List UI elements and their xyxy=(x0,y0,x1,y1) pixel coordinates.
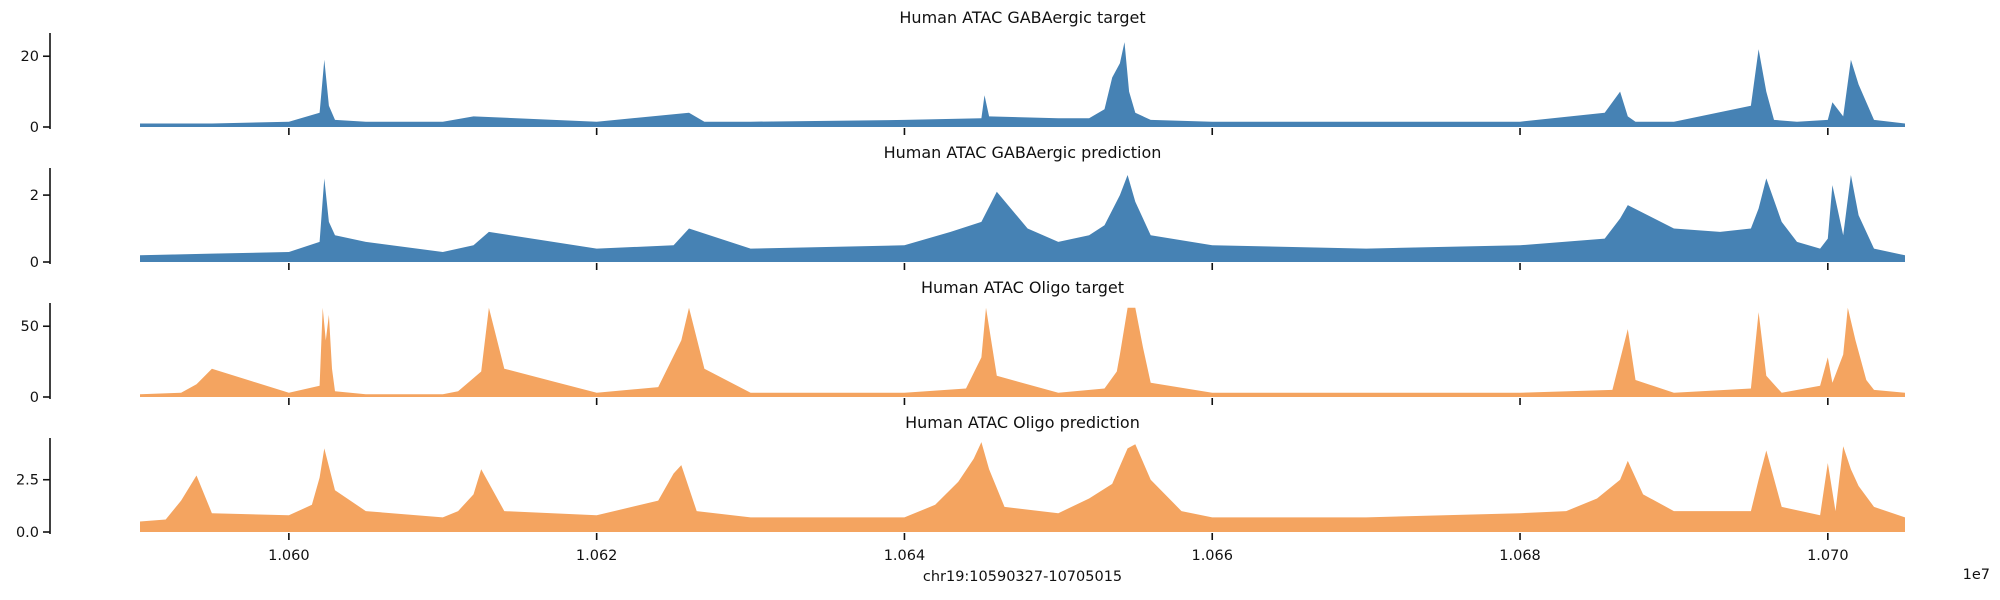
y-tick-label: 50 xyxy=(21,319,39,335)
track-panel-3: Human ATAC Oligo target 0 50 xyxy=(21,278,1905,406)
y-tick-label: 2.5 xyxy=(16,473,39,489)
y-tick-label: 0 xyxy=(30,255,39,271)
y-tick-label: 20 xyxy=(21,49,39,65)
track-title: Human ATAC Oligo prediction xyxy=(905,413,1140,432)
x-tick-label: 1.060 xyxy=(268,548,310,564)
track-title: Human ATAC GABAergic prediction xyxy=(884,143,1162,162)
track-area xyxy=(140,42,1905,127)
x-axis-label: chr19:10590327-10705015 xyxy=(923,569,1122,585)
x-axis-offset-label: 1e7 xyxy=(1963,567,1990,583)
y-tick-label: 0.0 xyxy=(16,525,39,541)
y-tick-label: 0 xyxy=(30,390,39,406)
x-tick-label: 1.070 xyxy=(1807,548,1849,564)
track-title: Human ATAC GABAergic target xyxy=(899,8,1145,27)
track-area xyxy=(140,442,1905,532)
y-tick-label: 0 xyxy=(30,120,39,136)
track-area xyxy=(140,307,1905,397)
x-tick-label: 1.062 xyxy=(576,548,618,564)
x-tick-label: 1.068 xyxy=(1499,548,1541,564)
track-panel-1: Human ATAC GABAergic target 0 20 xyxy=(21,8,1905,136)
track-title: Human ATAC Oligo target xyxy=(921,278,1124,297)
track-panel-2: Human ATAC GABAergic prediction 0 2 xyxy=(30,143,1905,271)
y-tick-label: 2 xyxy=(30,188,39,204)
track-area xyxy=(140,175,1905,262)
x-tick-label: 1.066 xyxy=(1191,548,1233,564)
track-panel-4: Human ATAC Oligo prediction 0.0 2.5 1.060 1.… xyxy=(16,413,1905,564)
x-tick-label: 1.064 xyxy=(884,548,926,564)
